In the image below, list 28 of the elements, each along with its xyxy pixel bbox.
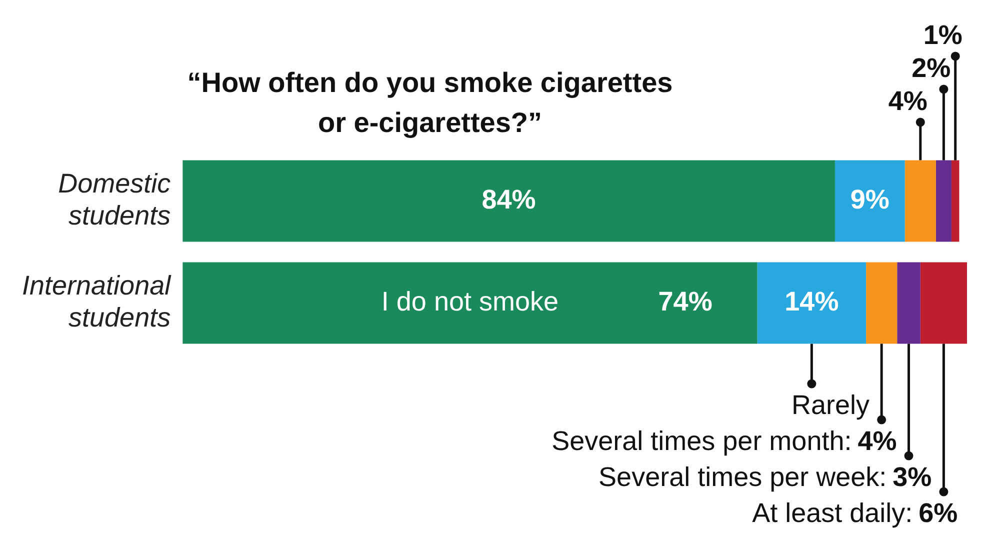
data-label: 6% bbox=[918, 498, 958, 528]
y-tick-label: Domestic students bbox=[58, 168, 172, 231]
data-label: 9% bbox=[850, 184, 890, 214]
bar bbox=[866, 262, 898, 344]
data-label: 1% bbox=[923, 20, 962, 50]
data-label: 2% bbox=[912, 53, 951, 84]
data-label: 4% bbox=[888, 86, 928, 116]
bar bbox=[834, 160, 905, 242]
text: At least daily: bbox=[752, 498, 913, 528]
bar bbox=[951, 160, 960, 242]
data-label: 14% bbox=[784, 286, 839, 316]
data-label: 74% bbox=[658, 286, 712, 316]
bar bbox=[904, 160, 936, 242]
series-label: I do not smoke bbox=[381, 286, 559, 316]
bar bbox=[757, 262, 866, 344]
series-label: Rarely bbox=[792, 390, 870, 420]
text: Several times per month: bbox=[552, 426, 852, 456]
y-tick-label: International students bbox=[22, 270, 172, 333]
bar bbox=[182, 160, 835, 242]
data-label: 84% bbox=[482, 184, 536, 214]
chart-title: “How often do you smoke cigarettes or e-cigarettes?” bbox=[187, 67, 673, 138]
bar bbox=[920, 262, 967, 344]
data-label: 3% bbox=[892, 462, 932, 492]
bar bbox=[182, 262, 758, 344]
data-label: 4% bbox=[858, 426, 897, 456]
text: Several times per week: bbox=[598, 462, 887, 492]
bar bbox=[936, 160, 952, 242]
bar bbox=[897, 262, 920, 344]
